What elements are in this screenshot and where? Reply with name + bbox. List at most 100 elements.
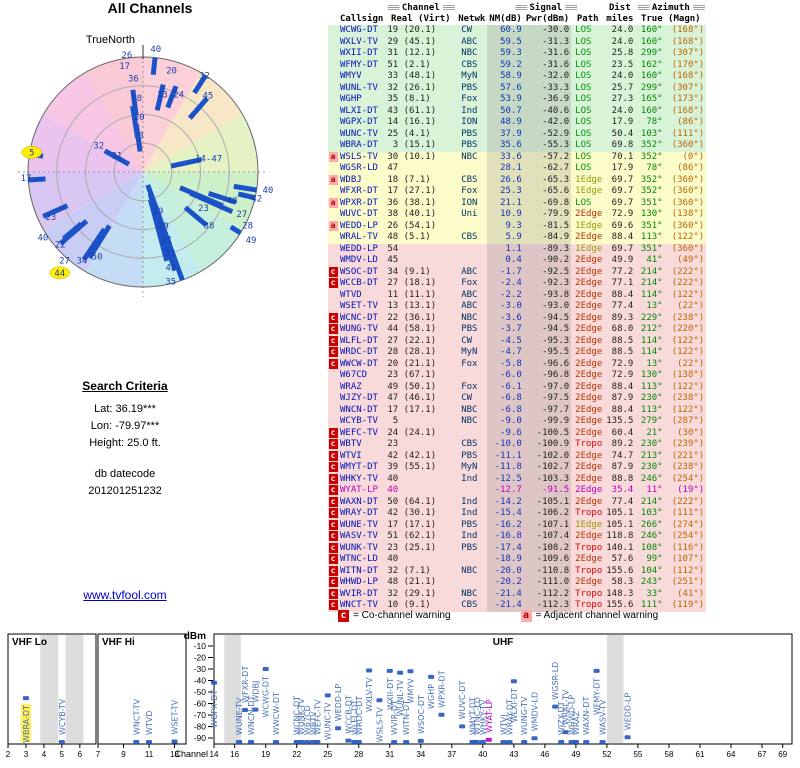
cell-magn: (220°)	[671, 324, 705, 334]
cell-pwr: -32.0	[523, 71, 572, 83]
cell-nm: -14.2	[487, 496, 524, 508]
cell-netwk	[456, 244, 487, 256]
station-marker	[298, 740, 305, 744]
cell-miles: 69.7	[611, 174, 634, 185]
cell-true: 351°	[640, 197, 663, 208]
x-tick-label: 37	[447, 750, 456, 759]
station-marker	[479, 740, 486, 744]
x-tick-label: 49	[571, 750, 580, 759]
cell-pwr: -90.2	[523, 255, 572, 267]
cell-netwk	[456, 370, 487, 382]
cell-true: 214°	[640, 266, 663, 277]
cell-callsign: WHWD-LP	[340, 577, 378, 587]
cell-nm: -12.7	[487, 485, 524, 497]
group-header-dist: Dist	[608, 2, 631, 13]
col-header-network: Netwk	[458, 14, 486, 24]
station-label: WRAZ	[572, 710, 581, 735]
cell-nm: 50.7	[487, 105, 524, 117]
cell-miles: 68.0	[611, 324, 634, 334]
station-marker	[438, 712, 445, 717]
cell-flag: c	[328, 473, 338, 486]
cell-magn: (168°)	[671, 25, 705, 35]
cell-flag: c	[328, 324, 338, 336]
radar-channel-label: 27	[59, 256, 70, 266]
cell-real: 51 (62.1)	[387, 531, 437, 541]
station-label: WUNL-TV	[396, 679, 405, 716]
cell-miles: 60.4	[611, 427, 634, 438]
co-channel-flag: c	[328, 588, 338, 599]
station-label: WWCW-DT	[272, 692, 281, 735]
cell-callsign: WSET-TV	[340, 301, 378, 311]
cell-callsign: WASV-TV	[340, 531, 378, 541]
cell-magn: (222°)	[671, 266, 705, 277]
cell-magn: (122°)	[671, 335, 705, 346]
cell-flag	[328, 140, 338, 152]
radar-channel-label: 23	[45, 213, 56, 223]
station-marker	[521, 740, 528, 744]
table-row: a WSLS-TV 30 (10.1) NBC 33.6 -57.2 LOS 70.1 352°…	[328, 151, 707, 163]
group-header-channel-label: Channel	[401, 3, 440, 13]
radar-wedge	[143, 72, 243, 172]
cell-pwr: -81.5	[523, 220, 572, 232]
cell-pwr: -100.5	[523, 427, 572, 439]
cell-real: 35 (8.1)	[387, 94, 431, 104]
radar-channel-label: 35	[165, 278, 176, 288]
cell-magn: (116°)	[671, 542, 705, 553]
cell-miles: 88.5	[611, 347, 634, 357]
cell-path: 2Edge	[575, 485, 603, 495]
radar-channel-label: 30	[134, 113, 145, 123]
station-label: WJZY-DT	[557, 701, 566, 735]
x-tick-label: 25	[323, 750, 332, 759]
radar-channel-label: 26	[121, 51, 132, 61]
station-label: WASV-TV	[599, 699, 608, 735]
station-marker	[562, 730, 569, 735]
cell-path: 2Edge	[575, 289, 603, 300]
cell-miles: 105.1	[606, 508, 634, 518]
cell-netwk: ABC	[461, 36, 478, 47]
signal-spoke	[183, 205, 209, 228]
cell-netwk	[456, 163, 487, 175]
table-row: WGHP 35 (8.1) Fox 53.9 -36.9 LOS 27.3 165° (173°…	[328, 94, 707, 106]
cell-true: 299°	[640, 48, 663, 58]
cell-magn: (49°)	[677, 255, 705, 265]
cell-flag: c	[328, 427, 338, 440]
cell-flag: c	[328, 554, 338, 566]
cell-real: 40	[387, 473, 399, 484]
cell-callsign: WRAZ	[340, 381, 362, 392]
signal-spoke	[28, 176, 46, 183]
radar-channel-label: 23	[198, 204, 209, 214]
radar-channel-label: 38	[204, 221, 215, 231]
cell-true: 160°	[640, 71, 663, 81]
station-label: WSET-TV	[171, 699, 180, 734]
cell-pwr: -97.5	[523, 393, 572, 405]
cell-netwk: PBS	[461, 140, 478, 150]
cell-pwr: -84.9	[523, 232, 572, 244]
tvfool-link[interactable]: www.tvfool.com	[83, 588, 167, 602]
table-row: c WRDC-DT 28 (28.1) MyN -4.7 -95.5 2Edge 88.5 11…	[328, 347, 707, 359]
station-marker	[273, 740, 280, 744]
x-tick-label: 22	[292, 750, 301, 759]
station-marker	[236, 740, 243, 744]
cell-path: 2Edge	[575, 335, 603, 346]
radar-channel-label: 29	[158, 222, 169, 232]
cell-flag	[328, 71, 338, 83]
station-label: WFXR-DT	[241, 666, 250, 703]
station-label: WCWG-DT	[262, 676, 271, 718]
radar-channel-label: 20	[166, 67, 177, 77]
radar-channel-label: 51	[162, 236, 173, 246]
cell-true: 111°	[640, 600, 663, 610]
cell-callsign: WMDV-LD	[340, 255, 378, 265]
cell-magn: (107°)	[671, 554, 705, 564]
station-label: WBRA-DT	[22, 705, 31, 743]
x-tick-label: 11	[145, 750, 154, 759]
band-panel	[97, 633, 187, 745]
cell-callsign: WVIR-DT	[340, 588, 378, 599]
cell-flag	[328, 186, 338, 198]
cell-pwr: -107.1	[523, 519, 572, 531]
cell-real: 14 (16.1)	[387, 117, 437, 127]
cell-path: 2Edge	[575, 473, 603, 484]
cell-callsign: WRDC-DT	[340, 347, 378, 357]
cell-pwr: -109.6	[523, 554, 572, 566]
station-marker	[171, 739, 178, 744]
cell-miles: 24.0	[611, 105, 634, 116]
